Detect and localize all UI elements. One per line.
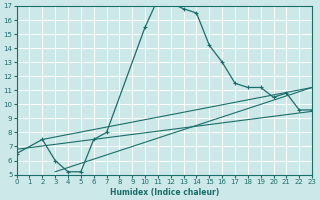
X-axis label: Humidex (Indice chaleur): Humidex (Indice chaleur) bbox=[110, 188, 219, 197]
